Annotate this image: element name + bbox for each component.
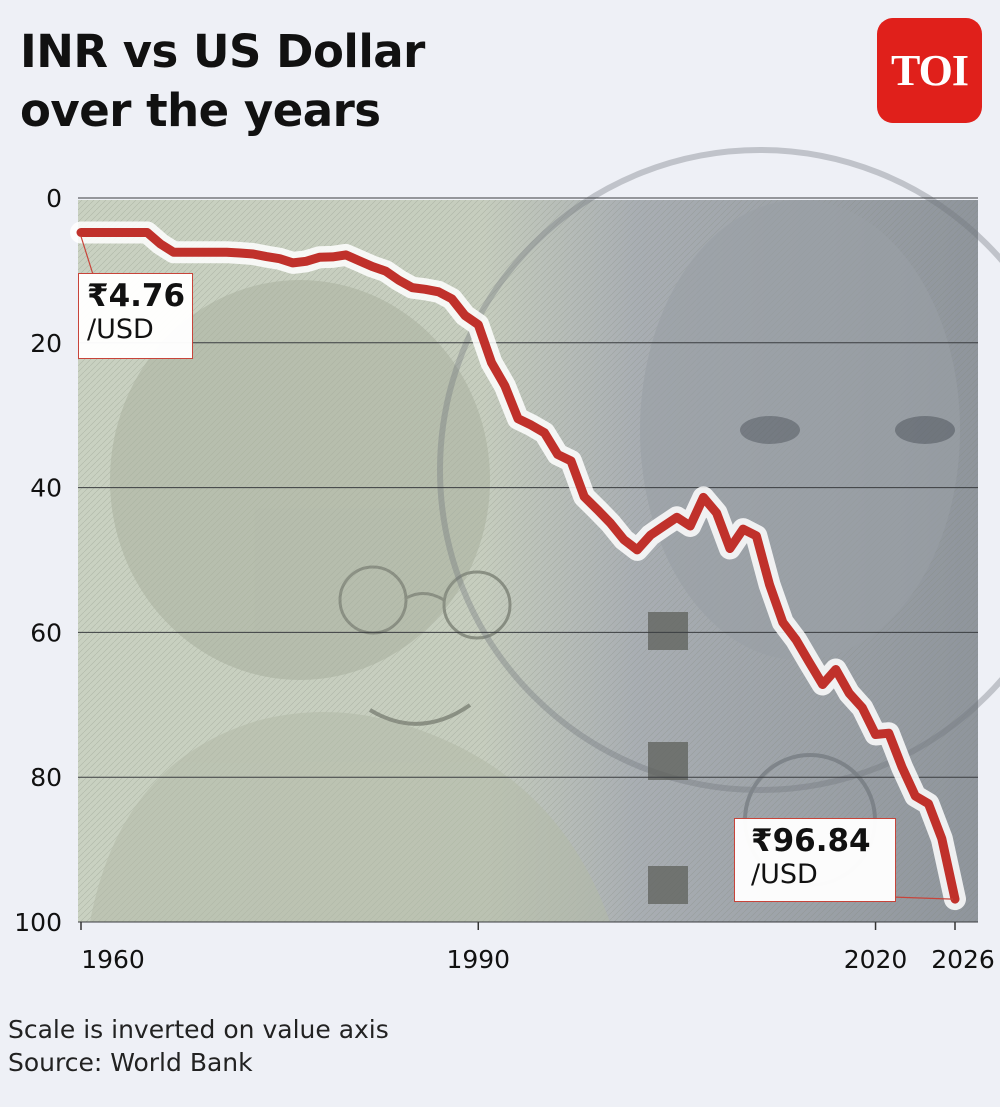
x-tick-label: 1960 xyxy=(81,945,145,974)
banknote-background xyxy=(78,147,1000,922)
start-value-label: ₹4.76 xyxy=(87,278,186,315)
scale-note: Scale is inverted on value axis xyxy=(8,1015,389,1044)
title-line-1: INR vs US Dollar xyxy=(20,25,425,78)
start-value-unit: /USD xyxy=(87,314,154,346)
y-tick-label: 20 xyxy=(30,329,62,358)
title-line-2: over the years xyxy=(20,84,381,137)
toi-logo: TOI xyxy=(877,18,982,123)
end-callout-connector xyxy=(894,896,954,900)
source-note: Source: World Bank xyxy=(8,1048,253,1077)
security-thread-image xyxy=(648,612,688,904)
y-tick-label: 40 xyxy=(30,474,62,503)
y-tick-label: 100 xyxy=(14,908,62,937)
start-callout-connector xyxy=(80,236,94,275)
start-value-callout: ₹4.76 /USD xyxy=(78,273,193,360)
y-axis: 0 20 40 60 80 100 xyxy=(14,184,62,937)
y-tick-label: 60 xyxy=(30,618,62,647)
gandhi-portrait-image xyxy=(90,280,610,922)
end-value-unit: /USD xyxy=(751,859,818,891)
end-value-label: ₹96.84 xyxy=(751,823,871,860)
x-tick-label: 1990 xyxy=(446,945,510,974)
x-tick-label: 2020 xyxy=(844,945,908,974)
x-tick-label: 2026 xyxy=(931,945,995,974)
y-tick-label: 80 xyxy=(30,763,62,792)
x-axis: 1960 1990 2020 2026 xyxy=(80,922,995,974)
series-group xyxy=(70,221,966,911)
end-value-callout: ₹96.84 /USD xyxy=(734,818,896,903)
line-chart: 0 20 40 60 80 100 1960 1990 2020 2026 xyxy=(14,147,1000,974)
chart-title: INR vs US Dollar over the years xyxy=(20,22,425,140)
footnote: Scale is inverted on value axis Source: … xyxy=(8,1013,389,1079)
y-tick-label: 0 xyxy=(46,184,62,213)
grid-lines xyxy=(78,197,978,923)
